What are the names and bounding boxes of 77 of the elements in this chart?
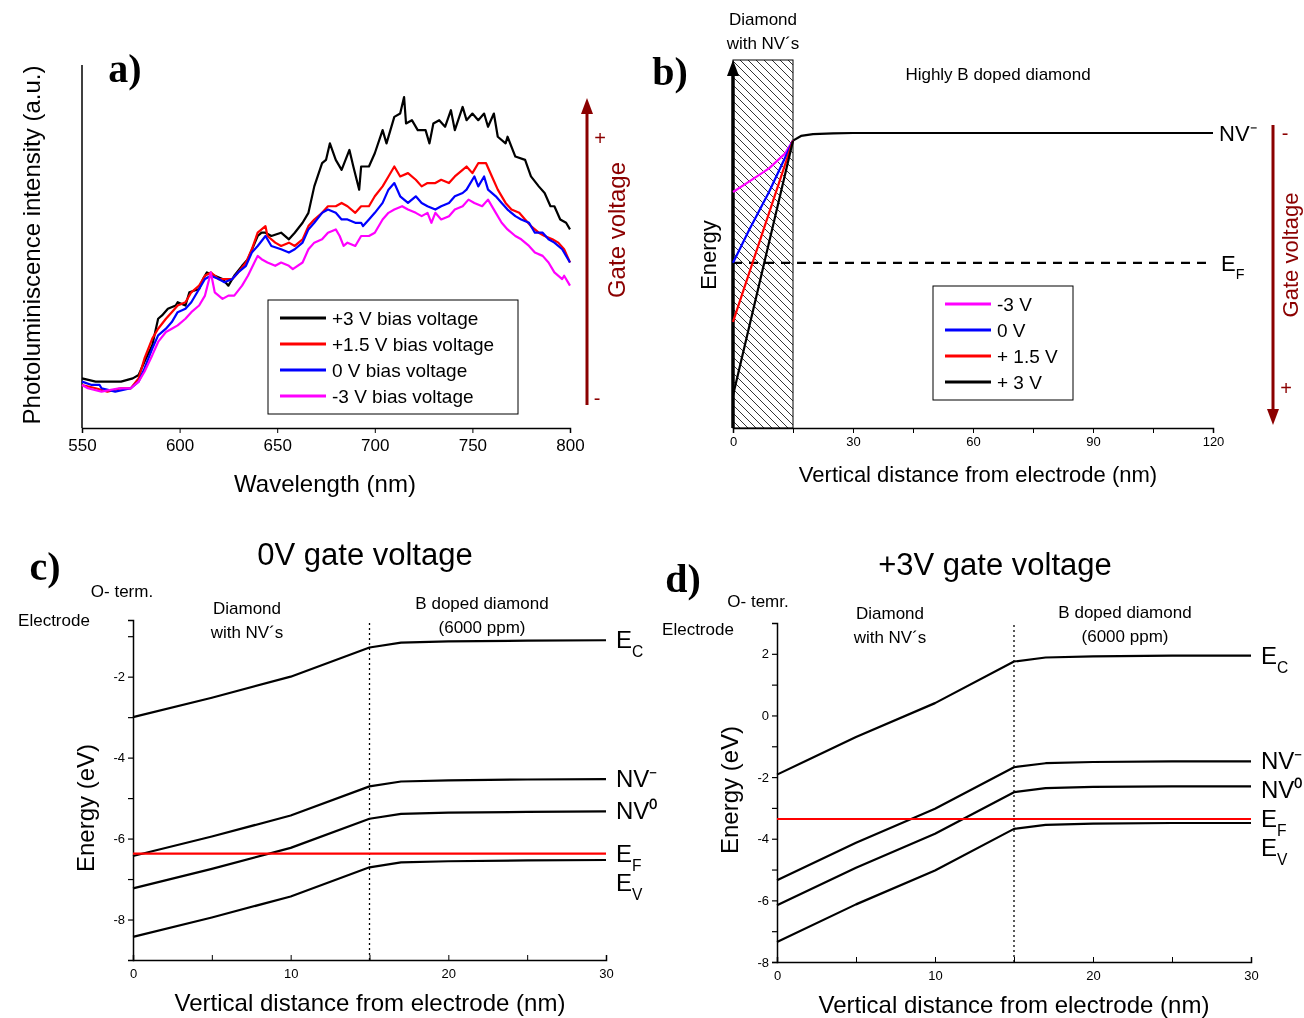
text: O- temr. bbox=[727, 592, 789, 611]
x-tick-label: 750 bbox=[458, 435, 488, 455]
x-tick-label: 30 bbox=[846, 434, 861, 450]
series-label: NV⁰ bbox=[1261, 776, 1303, 804]
text: c) bbox=[29, 544, 61, 589]
y-tick-label: -4 bbox=[757, 831, 769, 847]
x-tick-label: 700 bbox=[361, 435, 390, 455]
legend-label: +3 V bias voltage bbox=[332, 307, 479, 329]
annotation: B doped diamond (6000 ppm) bbox=[415, 594, 549, 637]
y-tick-label: -6 bbox=[113, 831, 125, 847]
x-tick-label: 90 bbox=[1086, 434, 1101, 450]
legend-label: 0 V bias voltage bbox=[332, 359, 468, 381]
x-tick-label: 20 bbox=[441, 966, 457, 982]
x-tick-label: 0 bbox=[729, 434, 738, 450]
legend-label: + 1.5 V bbox=[997, 345, 1059, 367]
text: Gate voltage bbox=[603, 161, 630, 299]
band-label: Diamond with NV´s bbox=[725, 10, 800, 53]
series-label: E$_{C}$ bbox=[616, 626, 644, 660]
y-tick-label: -8 bbox=[113, 912, 125, 928]
text: b) bbox=[652, 49, 688, 94]
x-tick-label: 10 bbox=[283, 966, 299, 982]
series-label: E$_{F}$ bbox=[1261, 805, 1287, 839]
text: Electrode bbox=[662, 620, 734, 639]
series-label: NV⁰ bbox=[616, 797, 658, 825]
annotation: Diamond with NV´s bbox=[209, 599, 284, 642]
legend-label: +1.5 V bias voltage bbox=[332, 333, 495, 355]
x-tick-label: 600 bbox=[165, 435, 195, 455]
text: - bbox=[1281, 122, 1289, 144]
legend-label: -3 V bbox=[997, 293, 1033, 315]
series-label: E$_{F}$ bbox=[616, 839, 642, 874]
x-axis-title: Vertical distance from electrode (nm) bbox=[174, 989, 566, 1016]
y-tick-label: -6 bbox=[757, 893, 769, 909]
x-tick-label: 30 bbox=[1244, 968, 1259, 984]
y-tick-label: -4 bbox=[113, 750, 125, 766]
text: Electrode bbox=[18, 611, 90, 630]
x-tick-label: 120 bbox=[1202, 434, 1225, 450]
y-tick-label: 2 bbox=[761, 646, 769, 662]
annotation: B doped diamond (6000 ppm) bbox=[1058, 603, 1192, 646]
y-tick-label: 0 bbox=[761, 708, 769, 724]
x-axis-title: Wavelength (nm) bbox=[234, 470, 416, 497]
y-axis-title: Energy bbox=[696, 220, 721, 290]
y-tick-label: -8 bbox=[757, 954, 769, 970]
series-label: NV⁻ bbox=[1261, 747, 1303, 775]
annotation: NV⁻ bbox=[1219, 121, 1257, 146]
x-tick-label: 800 bbox=[556, 435, 585, 455]
y-tick-label: -2 bbox=[113, 669, 125, 685]
y-axis-title: Energy (eV) bbox=[716, 725, 743, 855]
text: Highly B doped diamond bbox=[905, 65, 1091, 84]
x-tick-label: 0 bbox=[129, 966, 138, 982]
ref-line-label: E$_{F}$ bbox=[1221, 250, 1245, 282]
text: - bbox=[593, 387, 601, 409]
text: O- term. bbox=[90, 582, 154, 601]
series-label: E$_{C}$ bbox=[1261, 641, 1289, 676]
chart-title: 0V gate voltage bbox=[257, 537, 473, 572]
x-tick-label: 30 bbox=[599, 966, 614, 982]
y-tick-label: -2 bbox=[757, 769, 769, 785]
legend-label: -3 V bias voltage bbox=[332, 385, 474, 407]
x-tick-label: 60 bbox=[966, 434, 981, 450]
x-tick-label: 550 bbox=[68, 435, 97, 455]
text: a) bbox=[108, 46, 142, 91]
x-tick-label: 10 bbox=[928, 968, 943, 984]
text: d) bbox=[665, 556, 701, 601]
chart-title: +3V gate voltage bbox=[878, 547, 1112, 582]
text: + bbox=[594, 127, 606, 149]
legend-label: + 3 V bbox=[997, 371, 1043, 393]
legend-label: 0 V bbox=[997, 319, 1026, 341]
x-tick-label: 650 bbox=[263, 435, 292, 455]
series-label: NV⁻ bbox=[616, 765, 658, 793]
x-axis-title: Vertical distance from electrode (nm) bbox=[818, 991, 1210, 1018]
x-axis-title: Vertical distance from electrode (nm) bbox=[798, 462, 1158, 487]
y-axis-title: Energy (eV) bbox=[72, 743, 99, 873]
text: Gate voltage bbox=[1278, 192, 1303, 318]
annotation: Diamond with NV´s bbox=[852, 604, 927, 647]
y-axis-title: Photoluminiscence intensity (a.u.) bbox=[18, 65, 45, 425]
x-tick-label: 0 bbox=[773, 968, 782, 984]
text: + bbox=[1280, 377, 1292, 399]
x-tick-label: 20 bbox=[1086, 968, 1101, 984]
